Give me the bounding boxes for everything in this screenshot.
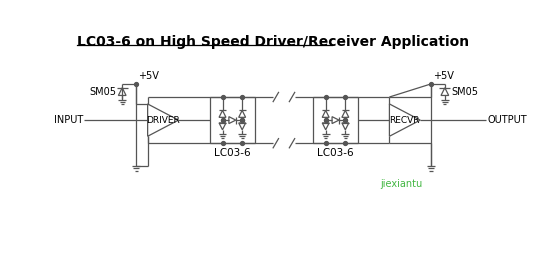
Text: LC03-6: LC03-6 [214, 148, 250, 158]
Text: INPUT: INPUT [54, 115, 84, 125]
Text: jiexiantu: jiexiantu [381, 179, 423, 189]
Text: DRIVER: DRIVER [146, 116, 180, 125]
Text: LC03-6 on High Speed Driver/Receiver Application: LC03-6 on High Speed Driver/Receiver App… [77, 36, 469, 49]
Text: SM05: SM05 [90, 87, 117, 97]
Text: +5V: +5V [137, 71, 158, 81]
Text: OUTPUT: OUTPUT [487, 115, 527, 125]
Text: SM05: SM05 [452, 87, 479, 97]
Bar [210, 97, 255, 143]
Text: RECVR: RECVR [389, 116, 420, 125]
Text: +5V: +5V [433, 71, 453, 81]
Text: LC03-6: LC03-6 [317, 148, 354, 158]
Bar [313, 97, 358, 143]
